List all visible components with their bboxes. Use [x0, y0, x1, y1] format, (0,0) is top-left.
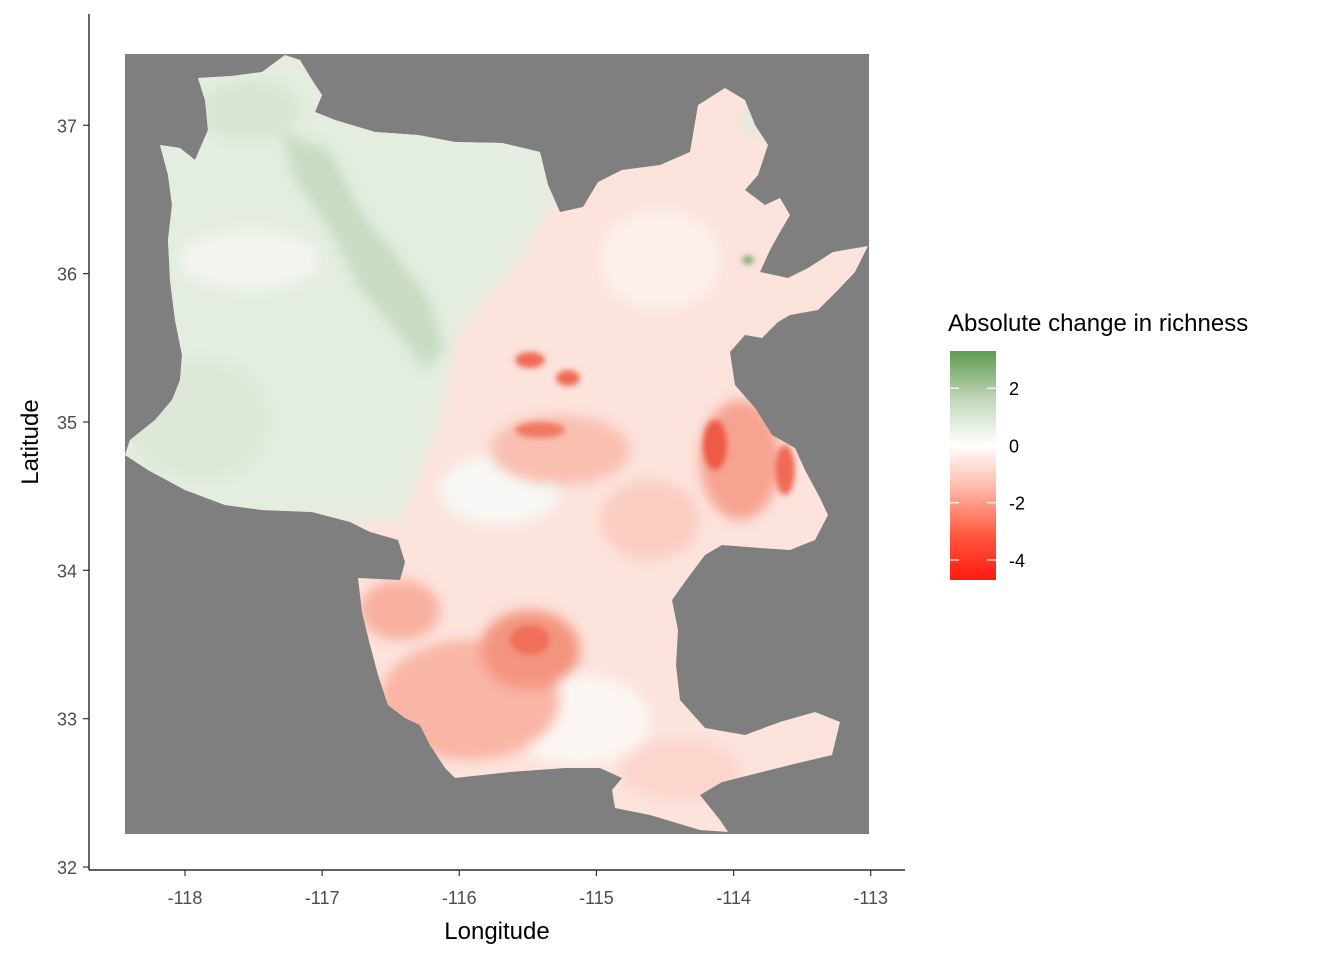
legend-tick-label: 2 [1009, 379, 1019, 399]
region-loss-hotspot-6 [510, 625, 550, 655]
y-tick-label: 35 [57, 413, 77, 433]
region-loss-hotspot-5 [775, 445, 795, 495]
y-tick-label: 33 [57, 710, 77, 730]
legend-colorbar [950, 351, 996, 580]
region-gain-north [200, 80, 300, 140]
x-tick-label: -117 [305, 888, 340, 908]
region-loss-southwest-lobe [360, 580, 440, 640]
region-neutral-west [180, 230, 320, 290]
y-tick-label: 37 [57, 116, 77, 136]
y-axis-title: Latitude [17, 399, 44, 484]
y-tick-label: 36 [57, 265, 77, 285]
y-tick-label: 32 [57, 858, 77, 878]
x-tick-label: -118 [168, 888, 203, 908]
region-gain-hotspot [742, 256, 754, 264]
legend-tick-label: 0 [1009, 436, 1019, 456]
legend-tick-label: -2 [1009, 494, 1025, 514]
region-neutral-east [600, 210, 720, 310]
region-loss-hotspot-1 [515, 352, 545, 368]
region-loss-hotspot-2 [556, 370, 580, 386]
region-loss-hotspot-4 [703, 420, 727, 470]
region-loss-southeast [620, 740, 740, 800]
axes: -118 -117 -116 -115 -114 -113 32 33 34 35 36 37 Lo… [17, 14, 905, 945]
region-gain-valley [280, 130, 445, 370]
legend-title: Absolute change in richness [948, 310, 1248, 337]
legend: Absolute change in richness 2 0 -2 -4 [948, 310, 1248, 580]
x-tick-label: -113 [853, 888, 888, 908]
x-axis-title: Longitude [444, 918, 549, 945]
region-loss-east-central [600, 480, 700, 560]
x-tick-label: -116 [442, 888, 477, 908]
region-loss-hotspot-3 [515, 422, 565, 438]
legend-tick-label: -4 [1009, 551, 1025, 571]
y-tick-label: 34 [57, 561, 77, 581]
x-tick-label: -114 [716, 888, 751, 908]
x-tick-label: -115 [579, 888, 614, 908]
